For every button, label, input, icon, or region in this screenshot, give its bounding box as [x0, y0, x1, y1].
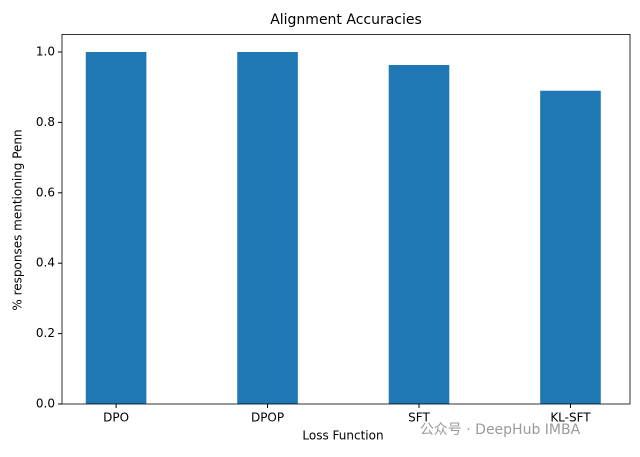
watermark: 公众号 · DeepHub IMBA — [420, 422, 581, 438]
bar — [388, 65, 450, 405]
y-axis-label: % responses mentioning Penn — [11, 129, 25, 310]
x-tick-label: KL-SFT — [550, 411, 591, 425]
bar — [85, 52, 147, 404]
chart-title: Alignment Accuracies — [270, 12, 422, 28]
bar — [237, 52, 298, 404]
x-tick-label: SFT — [408, 411, 430, 425]
x-tick-label: DPO — [103, 411, 129, 425]
y-tick-label: 0.8 — [36, 115, 55, 129]
y-tick-label: 0.4 — [36, 256, 55, 270]
x-tick-label: DPOP — [251, 411, 284, 425]
x-axis-label: Loss Function — [302, 429, 383, 443]
bar — [540, 90, 601, 404]
y-tick-label: 1.0 — [36, 45, 55, 59]
y-tick-label: 0.0 — [36, 397, 55, 411]
y-tick-label: 0.2 — [36, 326, 55, 340]
y-tick-label: 0.6 — [36, 185, 55, 199]
plot-frame — [61, 34, 631, 405]
